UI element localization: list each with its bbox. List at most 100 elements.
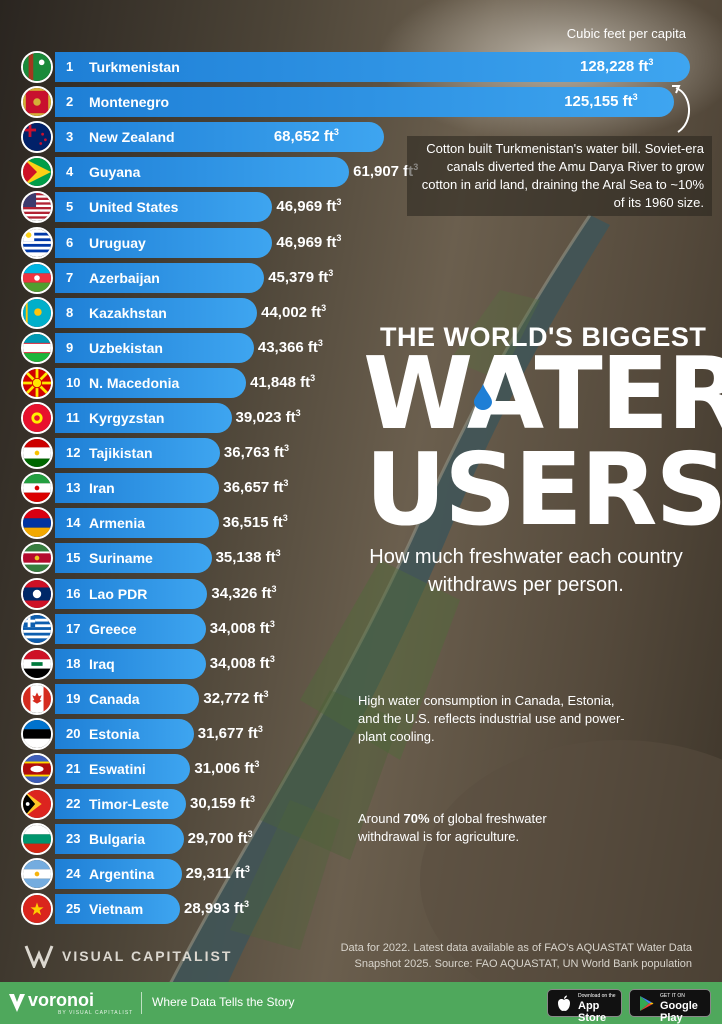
bar-22 <box>55 789 186 820</box>
country-label: N. Macedonia <box>89 374 180 391</box>
subtitle: How much freshwater each country withdra… <box>369 546 683 596</box>
value-label: 36,515 ft3 <box>222 513 288 532</box>
bar-21 <box>55 754 191 784</box>
rank-label: 23 <box>66 831 81 847</box>
app-store-button[interactable]: Download on the App Store <box>547 989 622 1024</box>
flag-argentina-icon <box>21 858 53 891</box>
value-label: 36,657 ft3 <box>223 478 289 497</box>
bar-1 <box>55 52 690 82</box>
visual-capitalist-logo: VISUAL CAPITALIST <box>24 944 232 968</box>
rank-label: 4 <box>66 164 74 180</box>
flag-canada-icon <box>21 682 53 715</box>
value-label: 46,969 ft3 <box>276 197 342 216</box>
country-label: Turkmenistan <box>89 59 180 75</box>
country-label: Lao PDR <box>89 585 148 602</box>
app-store-text: App Store <box>578 1000 607 1024</box>
bar-20 <box>55 718 194 749</box>
flag-estonia-icon <box>21 717 53 750</box>
value-label: 44,002 ft3 <box>261 302 327 321</box>
flag-kyrgyzstan-icon <box>21 402 53 434</box>
value-label: 39,023 ft3 <box>235 408 301 426</box>
app-store-small-text: Download on the <box>578 993 616 999</box>
bar-11 <box>55 403 232 433</box>
footer: voronoi BY VISUAL CAPITALIST Where Data … <box>0 982 722 1024</box>
value-label: 36,763 ft3 <box>223 443 289 462</box>
rank-label: 15 <box>66 550 81 566</box>
country-label: Timor-Leste <box>89 796 169 813</box>
bar-3 <box>55 122 384 153</box>
value-label: 30,159 ft3 <box>189 794 256 813</box>
rank-label: 16 <box>66 585 81 601</box>
value-label: 125,155 ft3 <box>564 92 638 111</box>
google-play-button[interactable]: GET IT ON Google Play <box>629 989 711 1024</box>
canada-note: High water consumption in Canada, Estoni… <box>358 693 625 744</box>
country-label: Uzbekistan <box>89 339 163 356</box>
flag-iran-icon <box>21 472 53 505</box>
rank-label: 24 <box>66 866 81 882</box>
value-label: 128,228 ft3 <box>580 57 654 75</box>
flag-eswatini-icon <box>21 753 53 785</box>
bar-7 <box>55 262 265 293</box>
bar-17 <box>55 613 206 644</box>
value-label: 32,772 ft3 <box>203 688 269 707</box>
country-label: New Zealand <box>89 129 175 146</box>
country-label: Vietnam <box>89 901 144 918</box>
unit-label: Cubic feet per capita <box>566 26 686 41</box>
rank-label: 3 <box>66 129 74 145</box>
rank-label: 7 <box>66 269 74 285</box>
voronoi-byline: BY VISUAL CAPITALIST <box>58 1010 134 1016</box>
vc-name: VISUAL CAPITALIST <box>62 948 233 964</box>
rank-label: 25 <box>66 901 81 917</box>
bar-4 <box>55 157 350 188</box>
flag-vietnam-icon <box>21 893 53 926</box>
rank-label: 6 <box>66 234 74 250</box>
rank-label: 22 <box>66 796 81 812</box>
rank-label: 13 <box>66 480 81 496</box>
value-label: 41,848 ft3 <box>250 372 316 391</box>
country-label: Canada <box>89 690 140 707</box>
footer-divider <box>141 992 142 1014</box>
bar-8 <box>55 297 258 328</box>
bar-16 <box>55 578 208 609</box>
country-label: Estonia <box>89 725 140 742</box>
flag-armenia-icon <box>21 507 53 540</box>
bar-19 <box>55 683 200 714</box>
bar-25 <box>55 894 180 925</box>
flag-iraq-icon <box>21 647 53 680</box>
country-label: Kyrgyzstan <box>89 410 165 426</box>
value-label: 46,969 ft3 <box>276 232 342 251</box>
bar-24 <box>55 859 182 890</box>
bar-23 <box>55 824 184 855</box>
bar-10 <box>55 367 247 398</box>
bar-9 <box>55 332 254 363</box>
value-label: 29,311 ft3 <box>185 864 250 883</box>
country-label: Tajikistan <box>89 445 153 462</box>
rank-label: 12 <box>66 445 81 461</box>
flag-uzbekistan-icon <box>21 331 53 364</box>
water-drop-icon <box>474 384 492 410</box>
value-label: 31,006 ft3 <box>194 759 260 777</box>
bar-2 <box>55 87 675 118</box>
country-label: Iran <box>89 480 115 497</box>
country-label: Eswatini <box>89 761 146 777</box>
google-play-icon <box>640 996 654 1011</box>
flag-kazakhstan-icon <box>21 296 53 329</box>
bar-14 <box>55 508 219 539</box>
bar-12 <box>55 438 220 469</box>
value-label: 34,326 ft3 <box>211 583 277 602</box>
value-label: 68,652 ft3 <box>273 127 339 146</box>
flag-uruguay-icon <box>21 226 53 259</box>
curved-arrow-icon <box>672 85 691 133</box>
value-label: 28,993 ft3 <box>184 899 250 918</box>
value-label: 31,677 ft3 <box>197 723 263 742</box>
value-label: 34,008 ft3 <box>209 653 275 672</box>
voronoi-logo[interactable]: voronoi <box>28 990 94 1010</box>
flag-new-zealand-icon <box>21 121 53 154</box>
bar-6 <box>55 227 273 258</box>
flag-montenegro-icon <box>21 86 53 119</box>
flag-guyana-icon <box>21 156 53 189</box>
rank-label: 18 <box>66 655 81 671</box>
turkmenistan-note: Cotton built Turkmenistan's water bill. … <box>407 136 712 216</box>
